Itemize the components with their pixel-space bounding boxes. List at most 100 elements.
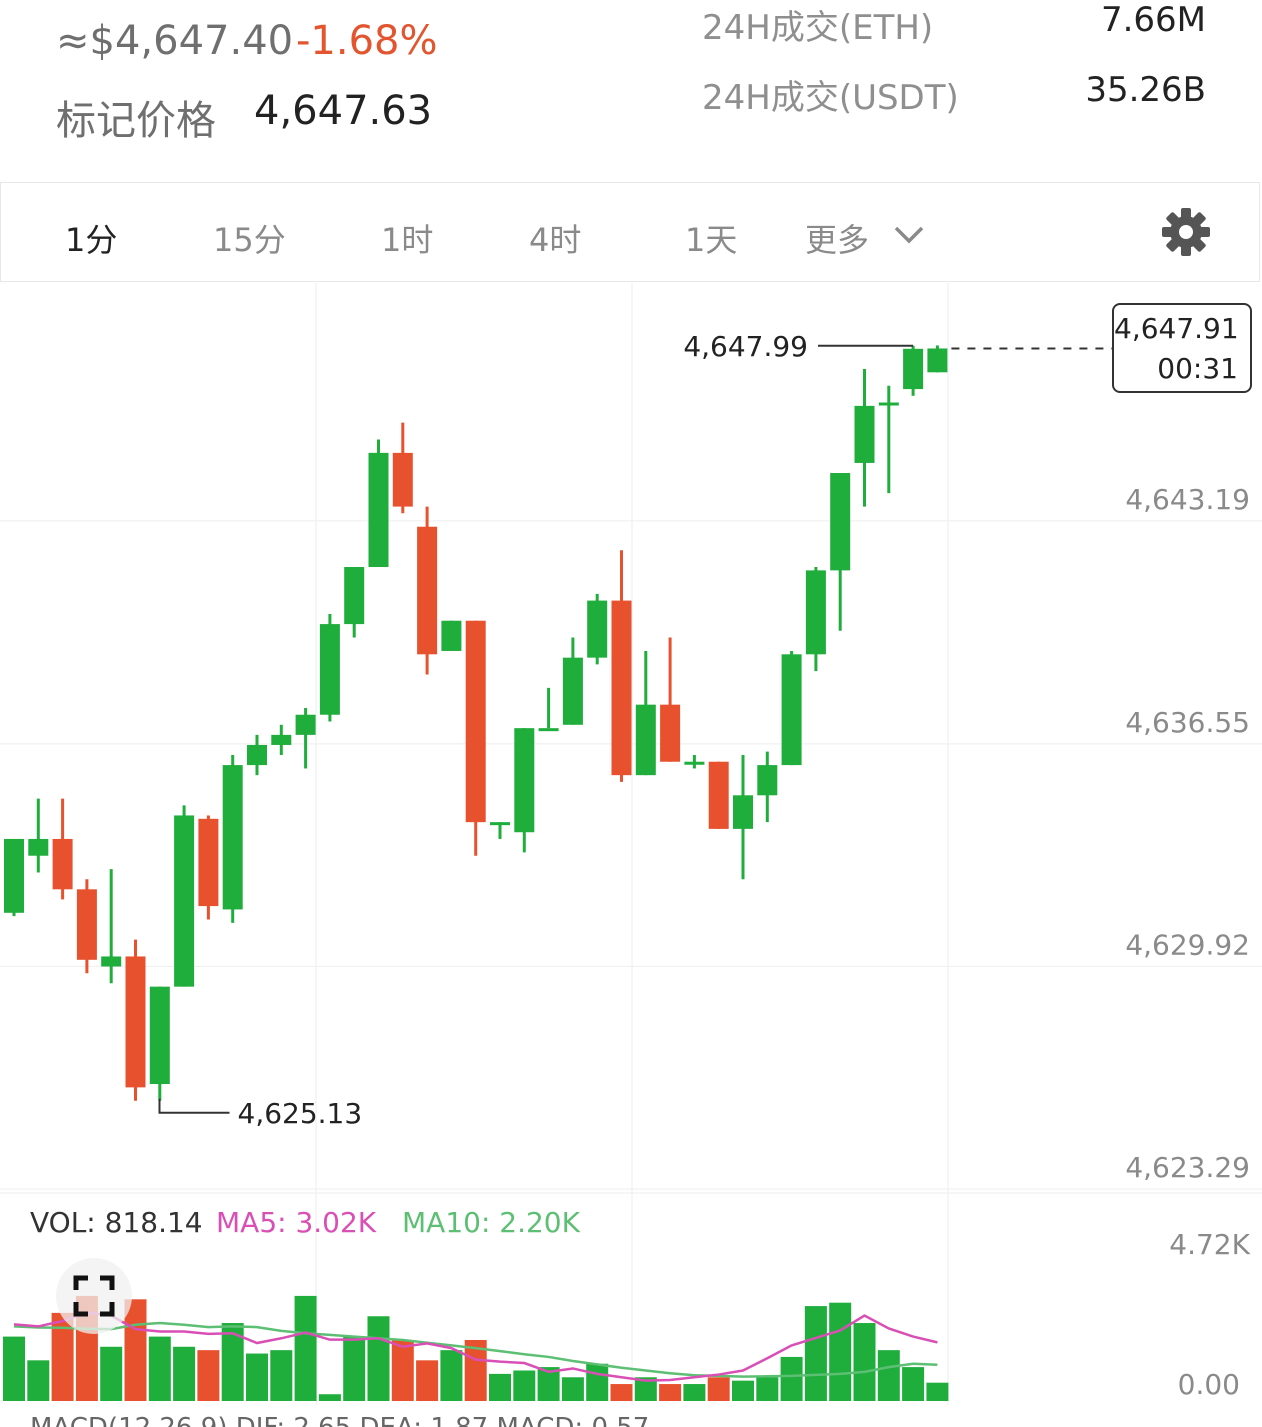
- expand-icon: [73, 1275, 115, 1317]
- chevron-down-icon[interactable]: [892, 218, 926, 252]
- low-marker-line: [158, 1098, 230, 1114]
- candle-body: [101, 956, 122, 967]
- more-intervals-button[interactable]: 更多: [805, 221, 870, 259]
- volume-bar: [367, 1316, 390, 1401]
- volume-bar: [173, 1346, 196, 1401]
- extreme-markers: 4,647.99 4,625.13: [158, 330, 1112, 1130]
- candle-body: [562, 657, 583, 725]
- price-tick-label: 4,629.92: [1125, 928, 1250, 961]
- candle-body: [805, 570, 826, 655]
- candle-body: [76, 889, 97, 960]
- volume-eth-value: 7.66M: [1100, 0, 1206, 40]
- volume-bar: [3, 1336, 25, 1401]
- volume-bar: [804, 1306, 827, 1401]
- candle-body: [368, 452, 389, 568]
- volume-usdt-value: 35.26B: [1085, 70, 1206, 110]
- candle-body: [222, 765, 243, 910]
- candle-body: [52, 838, 73, 890]
- price-tick-label: 4,643.19: [1125, 483, 1250, 516]
- tab-1m[interactable]: 1分: [65, 221, 118, 259]
- volume-bar: [51, 1312, 74, 1401]
- volume-bar: [148, 1336, 171, 1401]
- mark-price-label: 标记价格: [56, 98, 216, 144]
- tab-1d[interactable]: 1天: [685, 221, 738, 259]
- candle-body: [781, 654, 802, 766]
- candle-body: [635, 704, 656, 776]
- candle-body: [854, 405, 875, 463]
- volume-bar: [416, 1360, 439, 1401]
- price-tick-label: 4,623.29: [1125, 1151, 1250, 1184]
- candle-body: [149, 986, 170, 1085]
- candle-body: [878, 402, 899, 406]
- volume-axis-max: 4.72K: [1169, 1228, 1250, 1261]
- candle-body: [757, 765, 778, 796]
- candle-body: [830, 473, 851, 571]
- price-tick-label: 4,636.55: [1125, 706, 1250, 739]
- volume-bar: [780, 1356, 803, 1401]
- candle-body: [174, 815, 195, 987]
- candle-body: [708, 761, 729, 829]
- candle-body: [4, 838, 24, 913]
- ma5-line: [13, 1311, 938, 1382]
- candle-body: [295, 714, 316, 735]
- candle-body: [125, 956, 146, 1088]
- volume-bar: [246, 1353, 268, 1401]
- price-change-percent: -1.68%: [296, 18, 438, 64]
- candle-body: [903, 348, 924, 390]
- volume-bar: [537, 1367, 560, 1401]
- tab-1h[interactable]: 1时: [381, 221, 434, 259]
- tab-4h[interactable]: 4时: [529, 221, 582, 259]
- volume-usdt-label: 24H成交(USDT): [702, 78, 959, 118]
- volume-bar: [100, 1346, 123, 1401]
- volume-bar: [902, 1367, 925, 1401]
- fullscreen-button[interactable]: [56, 1258, 132, 1334]
- candle-body: [198, 818, 219, 907]
- current-price-value: 4,647.91: [1114, 312, 1239, 345]
- volume-bar: [318, 1394, 341, 1401]
- interval-toolbar: 1分 15分 1时 4时 1天 更多: [0, 182, 1260, 282]
- candle-body: [490, 822, 510, 826]
- volume-ma-lines: [13, 1311, 938, 1382]
- volume-bar: [829, 1302, 852, 1401]
- ticker-header: ≈$4,647.40 -1.68% 标记价格 4,647.63 24H成交(ET…: [0, 0, 1262, 180]
- candle-countdown: 00:31: [1157, 352, 1238, 385]
- volume-bar: [513, 1370, 536, 1401]
- volume-bar: [877, 1350, 900, 1401]
- candlestick-series: [4, 345, 948, 1101]
- current-price-tag: 4,647.91 00:31: [1112, 303, 1252, 393]
- volume-bar: [853, 1323, 876, 1401]
- candle-body: [684, 761, 705, 765]
- volume-ma10-label: MA10: 2.20K: [402, 1206, 580, 1239]
- candle-body: [319, 624, 340, 715]
- candle-body: [344, 567, 365, 625]
- candle-body: [271, 734, 292, 745]
- volume-bar: [294, 1295, 317, 1401]
- price-axis: 4,643.19 4,636.55 4,629.92 4,623.29: [1125, 483, 1250, 1184]
- candle-body: [441, 620, 462, 651]
- volume-eth-label: 24H成交(ETH): [702, 8, 934, 48]
- volume-bar: [561, 1377, 584, 1401]
- volume-bar: [634, 1377, 657, 1401]
- candle-body: [733, 795, 753, 829]
- gear-icon[interactable]: [1160, 206, 1212, 258]
- candle-body: [927, 348, 948, 373]
- volume-bar: [926, 1382, 949, 1401]
- candle-body: [514, 728, 535, 833]
- candle-body: [247, 744, 267, 766]
- volume-bar: [270, 1350, 293, 1401]
- volume-bar: [343, 1336, 366, 1401]
- mark-price-value: 4,647.63: [254, 88, 433, 134]
- volume-bar: [391, 1339, 414, 1401]
- volume-bar: [27, 1360, 50, 1401]
- approx-usd-price: ≈$4,647.40: [56, 18, 294, 64]
- candle-body: [660, 704, 681, 762]
- volume-bar: [489, 1373, 511, 1401]
- tab-15m[interactable]: 15分: [213, 221, 286, 259]
- candle-body: [392, 452, 413, 507]
- high-price-marker: 4,647.99: [683, 330, 808, 363]
- macd-indicator-row: MACD(12,26,9) DIF: 2.65 DEA: 1.87 MACD: …: [0, 1405, 1262, 1427]
- volume-value-label: VOL: 818.14: [30, 1206, 203, 1239]
- candle-body: [417, 526, 438, 655]
- volume-ma5-label: MA5: 3.02K: [216, 1206, 377, 1239]
- volume-bar: [707, 1377, 730, 1401]
